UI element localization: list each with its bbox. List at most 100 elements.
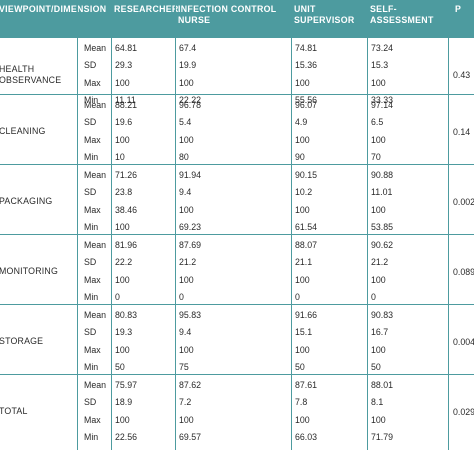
unit-supervisor-cell: 4.9	[295, 117, 308, 128]
header-self-assessment: SELF- ASSESSMENT	[370, 4, 434, 26]
unit-supervisor-cell: 91.66	[295, 310, 318, 320]
self-assessment-cell: 53.85	[371, 222, 394, 233]
p-value-cell: 0.089	[453, 266, 474, 277]
stat-cell: Mean	[84, 43, 107, 53]
researcher-cell: 11.11	[115, 95, 136, 106]
header-us-line2: SUPERVISOR	[294, 15, 355, 25]
self-assessment-cell: 70	[371, 152, 381, 163]
column-divider	[77, 0, 78, 450]
unit-supervisor-cell: 100	[295, 77, 310, 88]
unit-supervisor-cell: 50	[295, 362, 305, 373]
icn-cell: 22.22	[179, 95, 202, 106]
stat-cell: SD	[84, 117, 97, 128]
self-assessment-cell: 97.14	[371, 100, 394, 110]
researcher-cell: 22.2	[115, 257, 133, 268]
unit-supervisor-cell: 100	[295, 134, 310, 145]
researcher-cell: 100	[115, 134, 130, 145]
group-label-line: STORAGE	[0, 336, 44, 347]
icn-cell: 91.94	[179, 170, 202, 180]
self-assessment-cell: 6.5	[371, 117, 384, 128]
icn-cell: 96.78	[179, 100, 202, 110]
stat-cell: SD	[84, 397, 97, 408]
icn-cell: 0	[179, 292, 184, 303]
stat-cell: Mean	[84, 240, 107, 250]
self-assessment-cell: 100	[371, 77, 386, 88]
unit-supervisor-cell: 100	[295, 204, 310, 215]
header-researcher: RESEARCHER	[114, 4, 179, 14]
stat-cell: Max	[84, 344, 101, 355]
self-assessment-cell: 100	[371, 414, 386, 425]
researcher-cell: 71.26	[115, 170, 138, 180]
group-label-line: OBSERVANCE	[0, 74, 62, 85]
stat-cell: SD	[84, 60, 97, 71]
unit-supervisor-cell: 88.07	[295, 240, 318, 250]
icn-cell: 95.83	[179, 310, 202, 320]
p-value-cell: 0.029	[453, 406, 474, 417]
column-divider	[291, 0, 292, 450]
group-divider	[0, 234, 474, 235]
column-divider	[367, 0, 368, 450]
stat-cell: Mean	[84, 380, 107, 390]
self-assessment-cell: 100	[371, 134, 386, 145]
header-icn-line1: INFECTION CONTROL	[178, 4, 277, 14]
self-assessment-cell: 0	[371, 292, 376, 303]
stat-cell: Min	[84, 152, 99, 163]
group-label-line: MONITORING	[0, 266, 59, 277]
group-label: HEALTH OBSERVANCE	[0, 64, 61, 86]
icn-cell: 100	[179, 204, 194, 215]
icn-cell: 69.57	[179, 432, 202, 443]
group-label: MONITORING	[0, 266, 58, 277]
stat-cell: Mean	[84, 100, 107, 110]
icn-cell: 67.4	[179, 43, 197, 53]
unit-supervisor-cell: 74.81	[295, 43, 318, 53]
self-assessment-cell: 33.33	[371, 95, 394, 106]
stat-cell: Min	[84, 362, 99, 373]
researcher-cell: 22.56	[115, 432, 138, 443]
unit-supervisor-cell: 87.61	[295, 380, 318, 390]
self-assessment-cell: 21.2	[371, 257, 389, 268]
self-assessment-cell: 90.88	[371, 170, 394, 180]
group-label-line: TOTAL	[0, 406, 28, 417]
icn-cell: 75	[179, 362, 189, 373]
header-sa-line1: SELF-	[370, 4, 397, 14]
stat-cell: Max	[84, 134, 101, 145]
header-icn-line2: NURSE	[178, 15, 211, 25]
self-assessment-cell: 8.1	[371, 397, 384, 408]
stat-cell: SD	[84, 327, 97, 338]
icn-cell: 87.69	[179, 240, 202, 250]
unit-supervisor-cell: 15.36	[295, 60, 318, 71]
p-value-cell: 0.004	[453, 336, 474, 347]
researcher-cell: 0	[115, 292, 120, 303]
icn-cell: 100	[179, 274, 194, 285]
researcher-cell: 81.96	[115, 240, 138, 250]
p-value-cell: 0.14	[453, 126, 471, 137]
group-label: TOTAL	[0, 406, 28, 417]
researcher-cell: 100	[115, 274, 130, 285]
header-viewpoint: VIEWPOINT/DIMENSION	[0, 4, 107, 14]
stat-cell: SD	[84, 257, 97, 268]
group-label-line: PACKAGING	[0, 196, 53, 207]
unit-supervisor-cell: 90	[295, 152, 305, 163]
icn-cell: 87.62	[179, 380, 202, 390]
column-divider	[111, 0, 112, 450]
icn-cell: 9.4	[179, 327, 192, 338]
stat-cell: Min	[84, 222, 99, 233]
header-p: P	[455, 4, 462, 14]
researcher-cell: 100	[115, 414, 130, 425]
researcher-cell: 88.21	[115, 100, 138, 110]
self-assessment-cell: 100	[371, 274, 386, 285]
p-value-cell: 0.002	[453, 196, 474, 207]
researcher-cell: 23.8	[115, 187, 133, 198]
stat-cell: Mean	[84, 310, 107, 320]
unit-supervisor-cell: 7.8	[295, 397, 308, 408]
self-assessment-cell: 100	[371, 204, 386, 215]
unit-supervisor-cell: 21.1	[295, 257, 313, 268]
group-label: CLEANING	[0, 126, 46, 137]
stat-cell: Max	[84, 204, 101, 215]
unit-supervisor-cell: 0	[295, 292, 300, 303]
self-assessment-cell: 90.83	[371, 310, 394, 320]
self-assessment-cell: 90.62	[371, 240, 394, 250]
group-label: STORAGE	[0, 336, 43, 347]
stat-cell: Max	[84, 77, 101, 88]
